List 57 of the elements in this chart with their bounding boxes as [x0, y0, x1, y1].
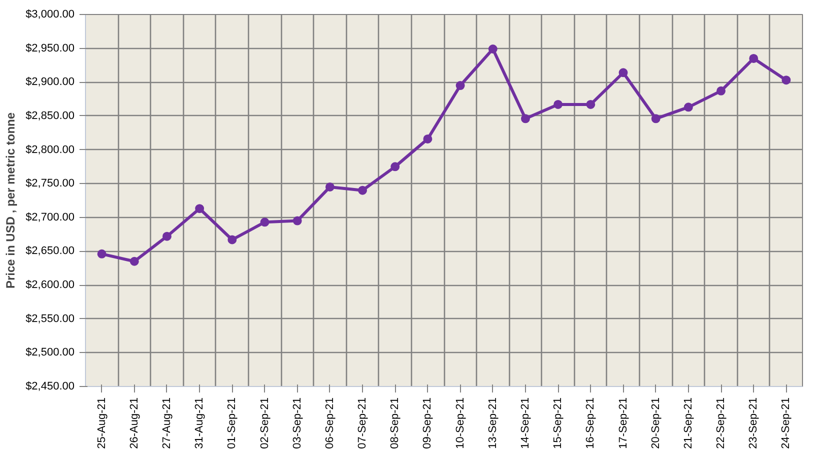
x-tick-label: 07-Sep-21	[356, 397, 369, 449]
x-tick-label: 09-Sep-21	[422, 397, 434, 449]
point	[423, 134, 432, 144]
point	[488, 44, 498, 54]
point	[651, 114, 660, 124]
x-tick-label: 23-Sep-21	[748, 397, 760, 449]
y-tick-label: $2,650.00	[26, 245, 74, 258]
point	[520, 114, 530, 124]
x-tick-label: 14-Sep-21	[519, 397, 532, 449]
y-axis-title: Price in USD , per metric tonne	[4, 112, 18, 289]
point	[782, 76, 791, 85]
x-tick-label: 06-Sep-21	[324, 397, 336, 449]
y-tick-label: $2,700.00	[26, 211, 74, 224]
y-tick-label: $2,750.00	[26, 178, 74, 190]
point	[292, 216, 302, 226]
y-tick-label: $2,950.00	[26, 42, 74, 54]
point	[456, 81, 465, 90]
x-tick-label: 31-Aug-21	[194, 397, 206, 449]
point	[195, 204, 204, 214]
x-tick-label: 03-Sep-21	[291, 397, 304, 449]
y-tick-label: $3,000.00	[26, 8, 74, 20]
x-tick-label: 13-Sep-21	[486, 397, 499, 449]
x-tick-label: 22-Sep-21	[715, 397, 728, 449]
point	[228, 235, 237, 244]
x-tick-label: 01-Sep-21	[226, 397, 238, 449]
point	[716, 86, 726, 96]
y-tick-label: $2,900.00	[26, 76, 74, 88]
point	[162, 232, 172, 241]
point	[325, 182, 334, 192]
y-tick-label: $2,500.00	[26, 346, 74, 359]
point	[130, 256, 139, 266]
point	[260, 218, 270, 227]
point	[97, 249, 106, 258]
x-tick-label: 08-Sep-21	[389, 397, 402, 449]
x-tick-label: 02-Sep-21	[258, 397, 271, 449]
point	[358, 186, 368, 195]
y-tick-label: $2,850.00	[26, 110, 74, 122]
y-tick-label: $2,600.00	[26, 279, 74, 292]
x-tick-label: 10-Sep-21	[454, 397, 466, 449]
y-tick-label: $2,550.00	[26, 312, 74, 325]
x-tick-label: 26-Aug-21	[128, 397, 140, 449]
point	[684, 102, 693, 112]
x-tick-label: 24-Sep-21	[780, 397, 792, 449]
x-tick-label: 25-Aug-21	[96, 397, 108, 449]
point	[586, 100, 596, 109]
point	[749, 54, 758, 63]
x-tick-label: 20-Sep-21	[650, 397, 662, 449]
y-tick-label: $2,450.00	[26, 380, 74, 392]
x-tick-label: 21-Sep-21	[682, 397, 694, 449]
x-tick-label: 15-Sep-21	[552, 397, 564, 449]
x-tick-label: 16-Sep-21	[584, 397, 597, 449]
y-tick-label: $2,800.00	[26, 144, 74, 156]
x-tick-label: 27-Aug-21	[160, 397, 173, 449]
point	[618, 68, 628, 78]
point	[390, 162, 400, 172]
x-tick-label: 17-Sep-21	[617, 397, 630, 449]
point	[554, 100, 563, 109]
